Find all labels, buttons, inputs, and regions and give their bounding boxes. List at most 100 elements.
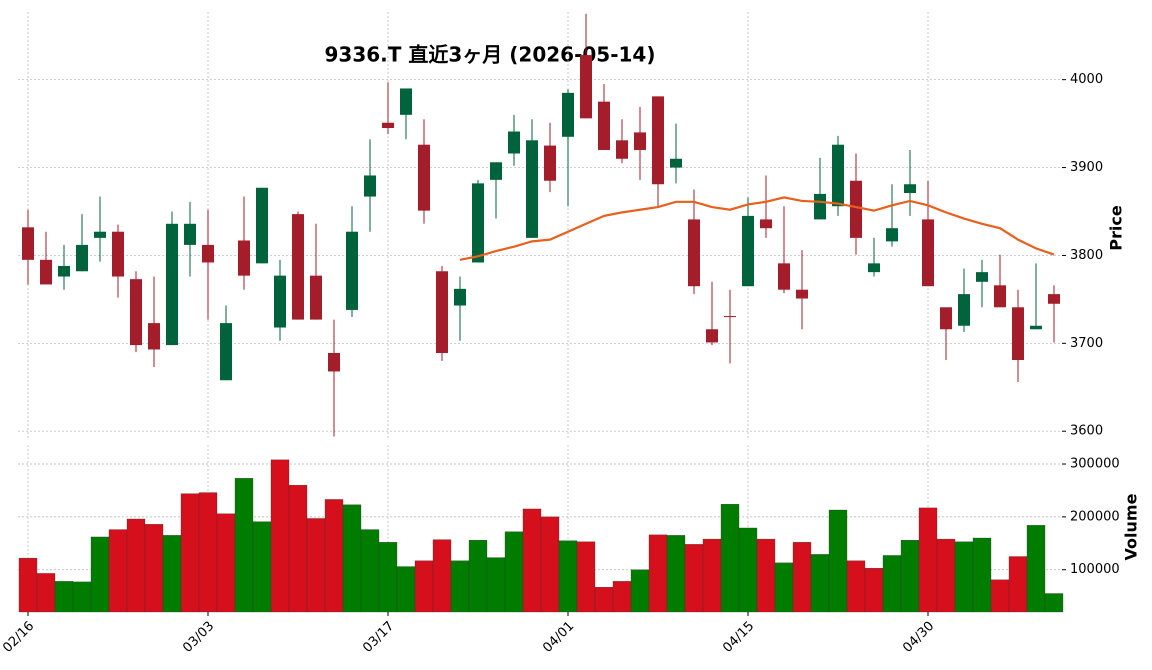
- volume-bar: [504, 531, 524, 613]
- candle-body: [994, 285, 1006, 308]
- candle-body: [634, 132, 646, 150]
- candle-body: [706, 329, 718, 343]
- candle-body: [598, 101, 610, 150]
- volume-bar: [468, 539, 488, 613]
- candle-body: [94, 231, 106, 238]
- volume-bar: [990, 579, 1010, 613]
- volume-bar: [180, 493, 200, 613]
- x-tick-label: 04/30: [900, 619, 937, 656]
- volume-bar: [630, 569, 650, 613]
- candle-body: [1012, 307, 1024, 361]
- candle-body: [58, 265, 70, 277]
- candle-body: [958, 294, 970, 326]
- candle-body: [310, 275, 322, 320]
- x-tick-label: 04/01: [540, 619, 577, 656]
- volume-bar: [522, 508, 542, 613]
- candle-body: [796, 289, 808, 299]
- volume-bar: [918, 507, 938, 613]
- candle-body: [184, 223, 196, 245]
- volume-bar: [288, 485, 308, 613]
- candle-body: [868, 263, 880, 273]
- candle-body: [76, 244, 88, 272]
- volume-bar: [666, 535, 686, 613]
- candle-body: [400, 88, 412, 115]
- candle-body: [328, 352, 340, 372]
- candle-body: [886, 228, 898, 242]
- volume-axis-label: Volume: [1122, 493, 1141, 560]
- candle-body: [1030, 325, 1042, 330]
- volume-bar: [486, 557, 506, 613]
- volume-bar: [540, 516, 560, 613]
- volume-bar: [306, 518, 326, 613]
- candle-body: [850, 180, 862, 238]
- volume-bar: [396, 566, 416, 613]
- volume-tick-label: 100000: [1070, 562, 1120, 577]
- x-tick-label: 02/16: [0, 619, 37, 656]
- volume-bar: [594, 587, 614, 613]
- candle-body: [40, 259, 52, 285]
- volume-bar: [576, 541, 596, 613]
- candle-body: [220, 323, 232, 381]
- volume-bar: [792, 542, 812, 613]
- volume-bar: [198, 492, 218, 613]
- candle-body: [490, 162, 502, 180]
- candle-body: [22, 227, 34, 260]
- candle-body: [472, 183, 484, 263]
- volume-bar: [414, 560, 434, 613]
- volume-bar: [432, 539, 452, 613]
- candle-body: [940, 307, 952, 330]
- x-tick-label: 03/17: [360, 619, 397, 656]
- candle-body: [688, 219, 700, 287]
- volume-bar: [216, 513, 236, 613]
- candle-body: [670, 158, 682, 168]
- volume-bar: [108, 529, 128, 613]
- volume-bar: [720, 504, 740, 613]
- chart-title: 9336.T 直近3ヶ月 (2026-05-14): [325, 43, 656, 67]
- volume-bar: [1026, 525, 1046, 613]
- volume-bar: [360, 529, 380, 613]
- volume-bar: [684, 544, 704, 613]
- volume-bar: [144, 524, 164, 613]
- candle-body: [814, 193, 826, 220]
- volume-bar: [378, 542, 398, 613]
- candle-body: [832, 144, 844, 207]
- volume-bar: [342, 504, 362, 613]
- volume-bar: [774, 562, 794, 613]
- volume-bar: [54, 581, 74, 613]
- candle-body: [418, 144, 430, 211]
- candle-body: [256, 187, 268, 264]
- candle-body: [148, 323, 160, 350]
- x-tick-label: 03/03: [180, 619, 217, 656]
- volume-bar: [1008, 556, 1028, 613]
- candle-body: [454, 288, 466, 306]
- volume-bar: [126, 518, 146, 613]
- volume-bar: [738, 527, 758, 613]
- volume-bar: [936, 538, 956, 613]
- volume-bar: [954, 541, 974, 613]
- volume-bar: [810, 554, 830, 613]
- candle-body: [274, 275, 286, 328]
- volume-bar: [882, 555, 902, 613]
- candle-body: [346, 231, 358, 310]
- volume-bar: [162, 535, 182, 613]
- candle-body: [742, 215, 754, 287]
- volume-bar: [270, 459, 290, 613]
- moving-average-line: [459, 196, 1055, 261]
- volume-bar: [972, 537, 992, 613]
- candle-body: [652, 96, 664, 185]
- volume-bar: [612, 581, 632, 613]
- y-tick-label: 3600: [1070, 424, 1103, 439]
- volume-bar: [558, 540, 578, 613]
- candle-body: [508, 131, 520, 154]
- y-tick-label: 3900: [1070, 160, 1103, 175]
- volume-bar: [864, 567, 884, 613]
- y-tick-label: 4000: [1070, 72, 1103, 87]
- y-tick-label: 3700: [1070, 336, 1103, 351]
- candle-body: [580, 55, 592, 119]
- volume-bar: [846, 560, 866, 613]
- volume-bar: [1044, 593, 1064, 613]
- candle-body: [760, 219, 772, 229]
- candle-body: [544, 145, 556, 181]
- y-axis-label: Price: [1107, 205, 1126, 251]
- candle-body: [202, 244, 214, 263]
